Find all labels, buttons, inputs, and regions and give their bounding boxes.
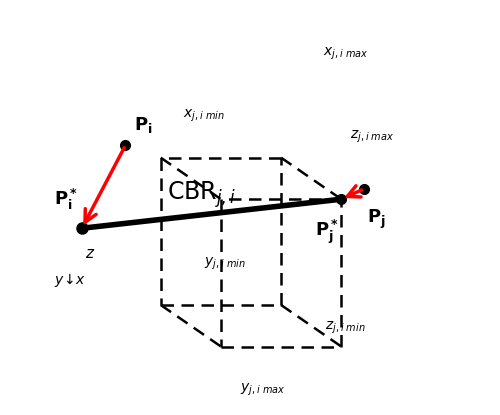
- Text: $y_{j,i\ max}$: $y_{j,i\ max}$: [240, 382, 285, 398]
- Text: $z_{j,i\ min}$: $z_{j,i\ min}$: [324, 320, 365, 336]
- Text: $y\!\downarrow\! x$: $y\!\downarrow\! x$: [54, 271, 85, 289]
- Text: $\mathrm{CBR}_{j,i}$: $\mathrm{CBR}_{j,i}$: [167, 180, 236, 210]
- Text: $y_{j,i\ min}$: $y_{j,i\ min}$: [204, 255, 246, 272]
- Text: $\mathbf{P_i}$: $\mathbf{P_i}$: [134, 115, 152, 135]
- Text: $\mathbf{P_i^*}$: $\mathbf{P_i^*}$: [54, 186, 78, 212]
- Text: $z$: $z$: [85, 246, 96, 261]
- Text: $z_{j,i\ max}$: $z_{j,i\ max}$: [350, 129, 394, 145]
- Text: $x_{j,i\ min}$: $x_{j,i\ min}$: [184, 108, 225, 124]
- Text: $\mathbf{P_j^*}$: $\mathbf{P_j^*}$: [315, 218, 339, 246]
- Text: $x_{j,i\ max}$: $x_{j,i\ max}$: [323, 46, 368, 62]
- Text: $\mathbf{P_j}$: $\mathbf{P_j}$: [368, 208, 386, 231]
